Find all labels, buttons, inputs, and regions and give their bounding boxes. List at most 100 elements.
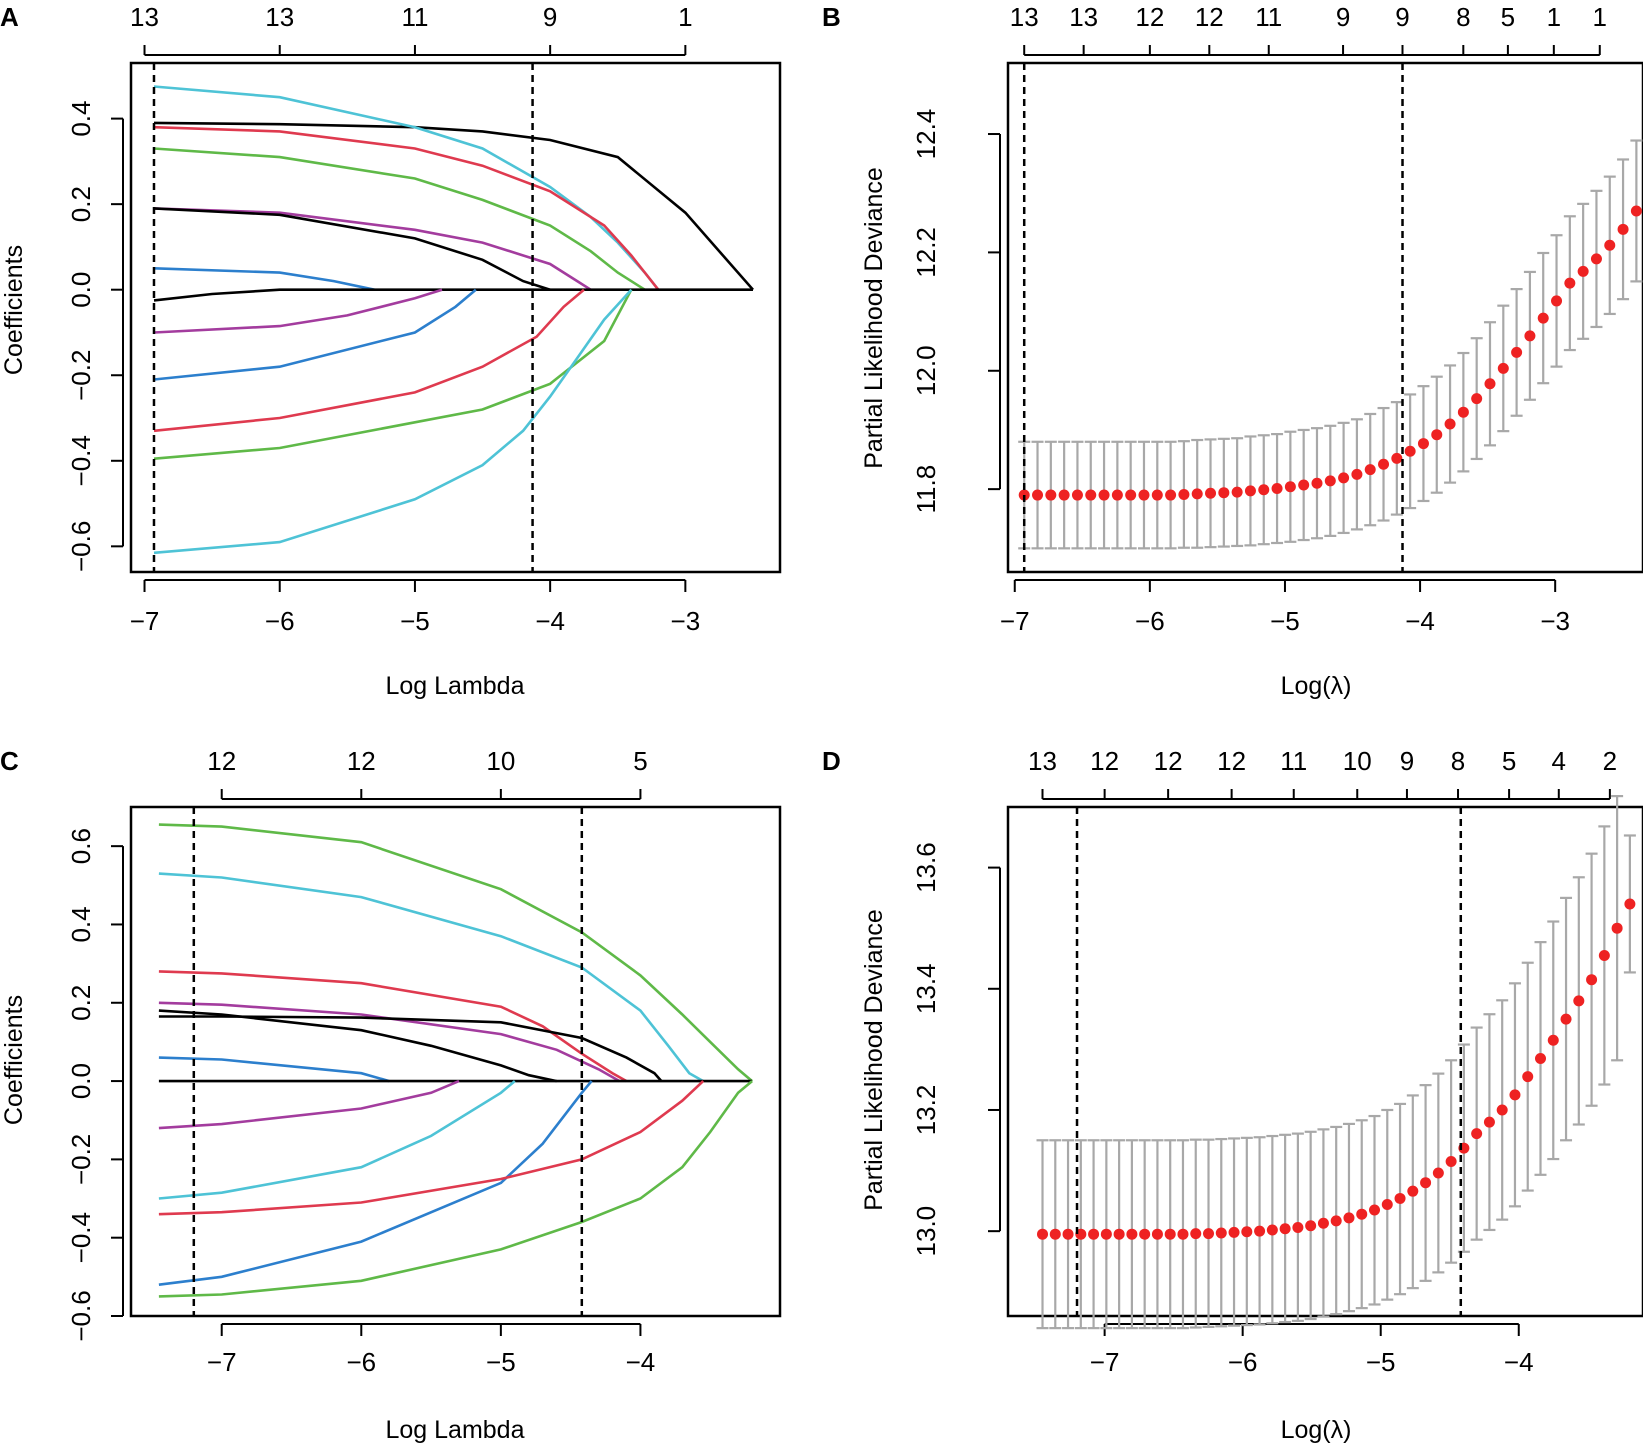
panel-a-x-tick-label: −6 xyxy=(265,606,295,636)
panel-d-deviance-point xyxy=(1330,1215,1342,1227)
panel-b-deviance-point xyxy=(1191,488,1203,500)
panel-d-y-axis-label: Partial Likelihood Deviance xyxy=(860,909,888,1211)
panel-b-deviance-point xyxy=(1564,277,1576,289)
panel-b-deviance-point xyxy=(1258,484,1270,496)
panel-d-plot-frame xyxy=(1006,805,1643,1318)
panel-a-y-tick-label: −0.4 xyxy=(66,435,96,486)
panel-a-y-axis-label: Coefficients xyxy=(0,245,28,375)
panel-c-coef-path-green xyxy=(158,1080,753,1298)
panel-d-y-tick-label: 13.4 xyxy=(911,963,941,1014)
panel-d-deviance-point xyxy=(1356,1208,1368,1220)
panel-d-top-count-label: 10 xyxy=(1343,746,1372,776)
panel-d-top-count-label: 11 xyxy=(1280,746,1307,776)
panel-a-coef-path-black xyxy=(153,207,551,291)
panel-b-top-count-label: 5 xyxy=(1501,2,1515,32)
panel-b-top-count-label: 12 xyxy=(1135,2,1164,32)
panel-b-top-count-label: 13 xyxy=(1069,2,1098,32)
panel-a-top-count-label: 13 xyxy=(130,2,159,32)
panel-b-x-tick-label: −5 xyxy=(1270,606,1300,636)
panel-b-deviance-point xyxy=(1404,445,1416,457)
panel-b-deviance-point xyxy=(1045,489,1057,501)
panel-c-coef-path-black xyxy=(158,1015,663,1082)
panel-d-top-count-label: 12 xyxy=(1090,746,1119,776)
panel-a-x-tick-label: −4 xyxy=(535,606,565,636)
panel-c-coef-path-magenta xyxy=(158,1001,621,1083)
panel-c-coef-path-black xyxy=(158,1009,557,1083)
panel-d-deviance-point xyxy=(1573,995,1585,1007)
panel-b-deviance-point xyxy=(1085,489,1097,501)
panel-a-x-tick-label: −5 xyxy=(400,606,430,636)
panel-d-deviance-point xyxy=(1509,1089,1521,1101)
panel-d-deviance-point xyxy=(1037,1228,1049,1240)
panel-a-y-tick-label: −0.6 xyxy=(66,521,96,572)
panel-b-x-tick-label: −4 xyxy=(1405,606,1435,636)
panel-d-deviance-point xyxy=(1611,922,1623,934)
panel-d-deviance-point xyxy=(1113,1228,1125,1240)
panel-c-top-count-label: 5 xyxy=(633,746,647,776)
panel-d-deviance-point xyxy=(1522,1071,1534,1083)
panel-a-coef-path-blue xyxy=(153,267,375,291)
panel-d-deviance-point xyxy=(1432,1167,1444,1179)
panel-d-deviance-point xyxy=(1407,1185,1419,1197)
panel-c-top-count-label: 10 xyxy=(486,746,515,776)
panel-d-top-count-label: 4 xyxy=(1552,746,1566,776)
panel-d-deviance-point xyxy=(1151,1228,1163,1240)
panel-a-plot-frame xyxy=(129,61,782,574)
panel-c-y-tick-label: −0.2 xyxy=(66,1134,96,1185)
panel-c-top-count-label: 12 xyxy=(347,746,376,776)
panel-d-deviance-point xyxy=(1560,1013,1572,1025)
panel-a-top-count-label: 9 xyxy=(543,2,557,32)
panel-a-coef-path-blue xyxy=(153,288,477,381)
panel-c-y-tick-label: 0.2 xyxy=(66,985,96,1021)
panel-d-deviance-point xyxy=(1535,1052,1547,1064)
panel-d-top-count-label: 9 xyxy=(1400,746,1414,776)
panel-b-letter: B xyxy=(822,2,841,32)
panel-b-top-count-label: 13 xyxy=(1010,2,1039,32)
panel-a-coef-path-magenta xyxy=(153,207,592,291)
panel-b-deviance-point xyxy=(1284,481,1296,493)
panel-d-deviance-point xyxy=(1177,1228,1189,1240)
panel-b-y-tick-label: 12.2 xyxy=(911,227,941,278)
panel-b-deviance-point xyxy=(1457,406,1469,418)
panel-d-x-tick-label: −4 xyxy=(1504,1347,1534,1377)
panel-c-coef-path-red xyxy=(158,1080,705,1216)
panel-b-deviance-point xyxy=(1630,205,1642,217)
panel-d-letter: D xyxy=(822,746,841,776)
panel-d-x-axis-label: Log(λ) xyxy=(1281,1416,1352,1443)
panel-d-deviance-point xyxy=(1254,1225,1266,1237)
panel-b-x-tick-label: −3 xyxy=(1540,606,1570,636)
panel-c-coef-path-green xyxy=(158,823,753,1083)
panel-a-coef-path-magenta xyxy=(153,288,443,334)
panel-b-top-count-label: 1 xyxy=(1547,2,1561,32)
panel-d-deviance-point xyxy=(1164,1228,1176,1240)
panel-b-deviance-point xyxy=(1577,265,1589,277)
panel-d-y-tick-label: 13.0 xyxy=(911,1206,941,1257)
panel-b-deviance-point xyxy=(1098,489,1110,501)
panel-b-y-axis-label: Partial Likelihood Deviance xyxy=(860,167,888,469)
panel-c-plot-frame xyxy=(129,805,782,1318)
panel-c-letter: C xyxy=(0,746,19,776)
panel-a-x-tick-label: −7 xyxy=(130,606,160,636)
panel-a-coef-path-cyan xyxy=(153,288,633,555)
panel-a-coef-path-black xyxy=(153,121,754,291)
panel-c-coef-path-blue xyxy=(158,1080,593,1286)
panel-d-deviance-point xyxy=(1049,1228,1061,1240)
panel-b-deviance-point xyxy=(1537,312,1549,324)
panel-b-deviance-point xyxy=(1244,485,1256,497)
panel-b-top-count-label: 9 xyxy=(1336,2,1350,32)
panel-d: D −7 −6 −5 −4 13.0 13.2 13.4 13.6 13 12 12 12 11 10 9 8… xyxy=(822,746,1643,1443)
panel-c-y-axis-label: Coefficients xyxy=(0,995,28,1125)
panel-b-deviance-point xyxy=(1338,472,1350,484)
panel-a-top-count-label: 13 xyxy=(265,2,294,32)
panel-d-deviance-point xyxy=(1483,1116,1495,1128)
panel-d-deviance-point xyxy=(1445,1155,1457,1167)
panel-a-top-count-label: 11 xyxy=(401,2,428,32)
panel-d-x-tick-label: −6 xyxy=(1228,1347,1258,1377)
panel-d-top-count-label: 2 xyxy=(1603,746,1617,776)
panel-b-deviance-point xyxy=(1604,239,1616,251)
panel-c-x-tick-label: −7 xyxy=(207,1347,237,1377)
panel-d-deviance-point xyxy=(1471,1128,1483,1140)
panel-d-deviance-point xyxy=(1215,1227,1227,1239)
panel-b-deviance-point xyxy=(1551,295,1563,307)
